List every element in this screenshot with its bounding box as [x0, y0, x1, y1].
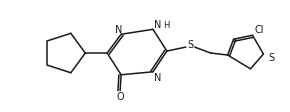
Text: N: N [115, 25, 123, 35]
Text: S: S [188, 40, 194, 50]
Text: S: S [268, 53, 274, 62]
Text: Cl: Cl [255, 25, 264, 35]
Text: N: N [154, 20, 162, 30]
Text: O: O [116, 92, 124, 102]
Text: N: N [154, 72, 162, 82]
Text: H: H [163, 21, 169, 30]
